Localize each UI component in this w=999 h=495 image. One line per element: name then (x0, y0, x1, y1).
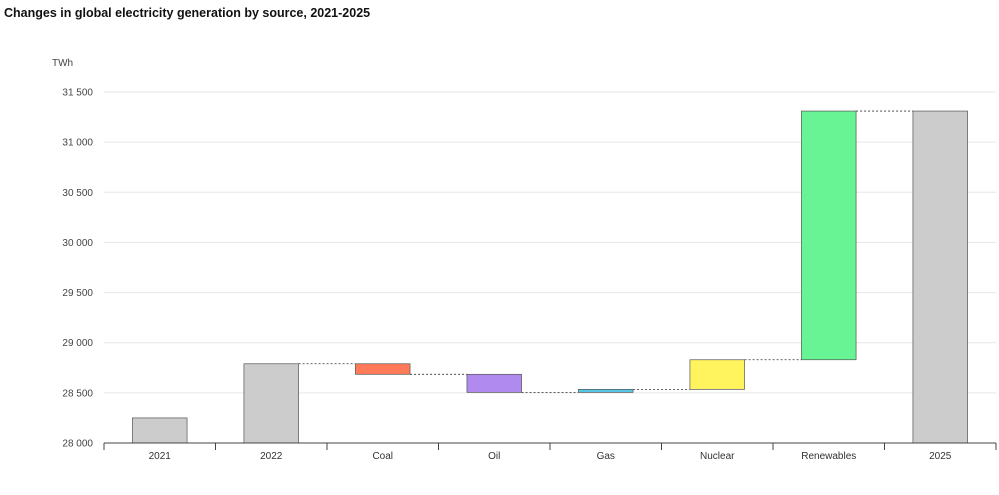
bar-nuclear (689, 359, 745, 390)
bar-coal (355, 363, 411, 375)
x-axis (103, 442, 997, 450)
y-tick-label-29500: 29 500 (62, 288, 93, 299)
bar-2022 (243, 363, 299, 444)
x-tick-label-2022: 2022 (260, 451, 283, 462)
y-tick-label-29000: 29 000 (62, 338, 93, 349)
x-tick-label-coal: Coal (372, 451, 393, 462)
y-tick-label-31500: 31 500 (62, 88, 93, 99)
x-tick-label-2021: 2021 (149, 451, 172, 462)
y-axis-unit-label: TWh (52, 58, 73, 69)
connector-lines (298, 110, 913, 393)
bar-2025 (912, 110, 968, 444)
y-tick-label-28000: 28 000 (62, 439, 93, 450)
bar-oil (466, 373, 522, 393)
bar-gas (578, 388, 634, 393)
y-axis-tick-labels: 28 000 28 500 29 000 29 500 30 000 30 500 31 0… (62, 88, 93, 450)
x-axis-tick-labels: 2021 2022 Coal Oil Gas Nuclear Renewables 2025 (149, 451, 952, 462)
y-tick-label-30000: 30 000 (62, 238, 93, 249)
x-tick-label-2025: 2025 (929, 451, 952, 462)
gridlines (104, 91, 996, 394)
y-tick-label-28500: 28 500 (62, 388, 93, 399)
x-tick-label-nuclear: Nuclear (700, 451, 735, 462)
y-tick-label-30500: 30 500 (62, 188, 93, 199)
y-tick-label-31000: 31 000 (62, 138, 93, 149)
bar-renewables (801, 110, 857, 361)
bar-2021 (132, 417, 188, 444)
chart-title: Changes in global electricity generation… (4, 6, 371, 20)
x-tick-label-oil: Oil (488, 451, 500, 462)
x-tick-label-renewables: Renewables (801, 451, 856, 462)
x-tick-label-gas: Gas (597, 451, 615, 462)
bars (132, 110, 968, 444)
